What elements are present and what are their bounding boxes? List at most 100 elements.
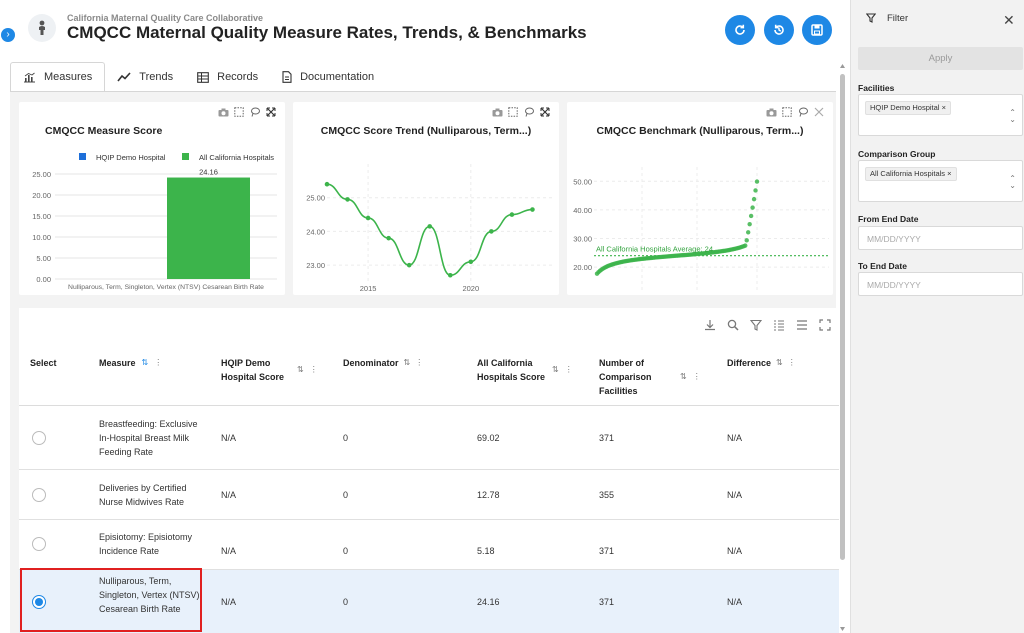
tab-documentation[interactable]: Documentation: [270, 62, 386, 92]
denominator-cell: 0: [343, 490, 349, 500]
difference-cell: N/A: [727, 490, 743, 500]
legend-swatch: [79, 153, 86, 160]
refresh-icon: [735, 24, 745, 35]
apply-button[interactable]: Apply: [858, 47, 1023, 70]
measure-cell: Deliveries by Certified Nurse Midwives R…: [99, 483, 187, 507]
lasso-icon[interactable]: [797, 106, 809, 118]
data-point: [743, 243, 748, 248]
column-header-facilities[interactable]: Number of Comparison Facilities: [599, 358, 652, 396]
app-subtitle: California Maternal Quality Care Collabo…: [67, 13, 264, 23]
refresh-button[interactable]: [725, 15, 755, 45]
camera-icon[interactable]: [217, 106, 229, 118]
column-menu-icon[interactable]: ⋮: [564, 365, 573, 374]
tab-bar: Measures Trends Records Documentation: [10, 62, 386, 92]
main-scrollbar[interactable]: [839, 62, 846, 633]
box-select-icon[interactable]: [233, 106, 245, 118]
table-row[interactable]: Breastfeeding: Exclusive In-Hospital Bre…: [19, 406, 839, 470]
table-row-selected[interactable]: Nulliparous, Term, Singleton, Vertex (NT…: [19, 570, 839, 633]
column-menu-icon[interactable]: ⋮: [692, 372, 701, 381]
facilities-select[interactable]: HQIP Demo Hospital × ⌃ ⌄: [858, 94, 1023, 136]
table-toolbar: [703, 318, 831, 331]
table-row[interactable]: Deliveries by Certified Nurse Midwives R…: [19, 470, 839, 520]
tab-records[interactable]: Records: [185, 62, 270, 92]
lasso-icon[interactable]: [249, 106, 261, 118]
chevron-updown-icon: ⌃ ⌄: [1009, 174, 1016, 190]
download-icon[interactable]: [703, 318, 716, 331]
column-menu-icon[interactable]: ⋮: [154, 358, 163, 367]
sort-icon[interactable]: ⇅: [552, 365, 559, 374]
facility-chip: HQIP Demo Hospital ×: [865, 101, 951, 115]
reset-axes-icon[interactable]: [539, 106, 551, 118]
data-point: [744, 238, 749, 243]
sort-icon[interactable]: ⇅: [297, 365, 304, 374]
filter-icon[interactable]: [749, 318, 762, 331]
measure-score-card: CMQCC Measure Score 0.00 5.00 10.00 15.00 20…: [19, 102, 285, 295]
history-button[interactable]: [764, 15, 794, 45]
data-point: [509, 212, 515, 217]
close-icon[interactable]: ✕: [1003, 12, 1015, 28]
column-header-difference[interactable]: Difference ⇅ ⋮: [727, 358, 796, 368]
sort-icon[interactable]: ⇅: [776, 358, 783, 367]
expand-sidebar-button[interactable]: ›: [1, 28, 15, 42]
data-point: [427, 224, 433, 229]
from-end-date-input[interactable]: MM/DD/YYYY: [858, 226, 1023, 250]
search-icon[interactable]: [726, 318, 739, 331]
chip-remove-icon[interactable]: ×: [941, 103, 946, 112]
reset-axes-icon[interactable]: [813, 106, 825, 118]
save-button[interactable]: [802, 15, 832, 45]
page-title: CMQCC Maternal Quality Measure Rates, Tr…: [67, 23, 587, 42]
table-row[interactable]: Episiotomy: Episiotomy Incidence Rate N/…: [19, 520, 839, 570]
fullscreen-icon[interactable]: [818, 318, 831, 331]
chip-remove-icon[interactable]: ×: [947, 169, 952, 178]
column-header-all-score-controls: ⇅ ⋮: [552, 363, 573, 377]
column-menu-icon[interactable]: ⋮: [787, 358, 796, 367]
camera-icon[interactable]: [491, 106, 503, 118]
row-select-radio[interactable]: [32, 537, 46, 551]
column-header-measure[interactable]: Measure ⇅ ⋮: [99, 358, 163, 368]
benchmark-chart: 20.00 30.00 40.00 50.00 All California Hospi…: [573, 167, 829, 290]
row-select-radio[interactable]: [32, 488, 46, 502]
legend-label: HQIP Demo Hospital: [96, 153, 166, 162]
sort-icon[interactable]: ⇅: [680, 372, 687, 381]
data-point: [406, 262, 412, 268]
column-menu-icon[interactable]: ⋮: [309, 365, 318, 374]
box-select-icon[interactable]: [507, 106, 519, 118]
chart-modebar: [765, 106, 825, 118]
density-icon[interactable]: [795, 318, 808, 331]
difference-cell: N/A: [727, 597, 743, 607]
all-score-cell: 5.18: [477, 546, 495, 556]
date-placeholder: MM/DD/YYYY: [867, 234, 921, 244]
columns-icon[interactable]: [772, 318, 785, 331]
camera-icon[interactable]: [765, 106, 777, 118]
data-point: [753, 188, 758, 193]
comparison-chip: All California Hospitals ×: [865, 167, 957, 181]
box-select-icon[interactable]: [781, 106, 793, 118]
row-select-radio[interactable]: [32, 595, 46, 609]
sort-icon[interactable]: ⇅: [141, 358, 149, 367]
to-end-date-label: To End Date: [858, 261, 907, 271]
column-header-select: Select: [30, 358, 57, 368]
tab-trends[interactable]: Trends: [105, 62, 185, 92]
data-point: [751, 196, 757, 202]
comparison-group-select[interactable]: All California Hospitals × ⌃ ⌄: [858, 160, 1023, 202]
facilities-label: Facilities: [858, 83, 895, 93]
to-end-date-input[interactable]: MM/DD/YYYY: [858, 272, 1023, 296]
sort-icon[interactable]: ⇅: [403, 358, 411, 367]
column-header-all-score[interactable]: All California Hospitals Score: [477, 358, 546, 382]
column-header-denominator[interactable]: Denominator ⇅ ⋮: [343, 358, 424, 368]
save-icon: [811, 24, 823, 36]
difference-cell: N/A: [727, 546, 743, 556]
lasso-icon[interactable]: [523, 106, 535, 118]
column-header-hospital-score[interactable]: HQIP Demo Hospital Score: [221, 358, 285, 382]
history-icon: [774, 24, 784, 35]
data-label: 24.16: [199, 168, 218, 177]
reset-axes-icon[interactable]: [265, 106, 277, 118]
column-menu-icon[interactable]: ⋮: [415, 358, 424, 367]
chart-title: CMQCC Score Trend (Nulliparous, Term...): [320, 125, 532, 137]
x-tick-label: 2015: [360, 284, 377, 293]
bar: [167, 177, 250, 279]
y-tick-label: 40.00: [573, 206, 592, 215]
row-select-radio[interactable]: [32, 431, 46, 445]
from-end-date-label: From End Date: [858, 214, 919, 224]
tab-measures[interactable]: Measures: [10, 62, 106, 92]
